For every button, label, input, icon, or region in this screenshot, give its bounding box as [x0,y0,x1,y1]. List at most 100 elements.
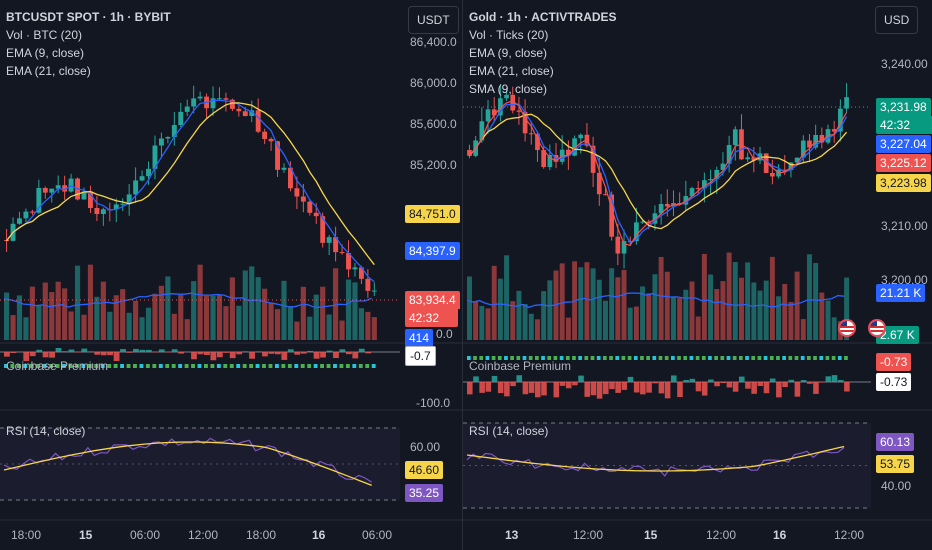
premium-dot [10,364,15,368]
premium-dot [714,356,718,360]
premium-dot [139,364,144,368]
premium-dot [769,356,774,360]
btc-time-label: 06:00 [130,528,161,542]
premium-bar [497,382,504,394]
premium-dot [229,364,234,368]
premium-bar [365,352,372,354]
gold-volume-legend[interactable]: Vol · Ticks (20) [469,28,549,42]
premium-dot [689,356,694,360]
volume-bar [42,282,48,340]
premium-bar [541,382,547,396]
gold-price-axis-label: 3,240.00 [881,57,928,71]
premium-bar [535,382,541,398]
btc-symbol-title[interactable]: BTCUSDT SPOT · 1h · BYBIT [6,10,171,24]
premium-bar [528,382,535,393]
volume-bar [671,297,676,340]
volume-bar [615,277,621,340]
candle-body [320,216,326,243]
candle-body [819,134,825,143]
volume-bar [229,277,235,340]
volume-bar [751,282,757,340]
premium-dot [479,356,484,360]
premium-dot [621,356,626,360]
premium-dot [313,364,318,368]
candle-body [23,211,29,219]
candle-body [94,207,100,215]
gold-rsi-title[interactable]: RSI (14, close) [469,424,549,438]
volume-bar [732,262,738,340]
candle-body [572,138,577,156]
volume-bar [100,281,106,340]
premium-bar [255,351,262,352]
candle-body [236,108,242,112]
volume-bar [287,305,294,340]
btc-coinbase-premium-title[interactable]: Coinbase Premium [6,359,109,373]
premium-dot [236,364,241,368]
premium-dot [274,364,279,368]
candle-body [339,252,345,254]
premium-bar [113,352,120,362]
btc-ema9-legend[interactable]: EMA (9, close) [6,46,85,60]
candle-body [171,125,177,137]
btc-ema21-legend[interactable]: EMA (21, close) [6,64,91,78]
btc-chart-canvas[interactable] [0,0,462,550]
pane-divider[interactable] [462,0,463,550]
gold-coinbase-premium-title[interactable]: Coinbase Premium [469,359,572,373]
btc-volume-legend[interactable]: Vol · BTC (20) [6,28,83,42]
volume-bar [210,295,216,340]
premium-bar [745,382,751,389]
candle-body [36,187,42,213]
btc-rsi-title[interactable]: RSI (14, close) [6,424,86,438]
volume-bar [120,289,126,340]
volume-bar [609,268,615,340]
volume-bar [320,286,326,340]
candle-body [365,278,371,291]
candle-body [621,241,627,254]
premium-bar [646,382,652,393]
premium-dot [191,364,195,368]
premium-dot [62,364,66,368]
premium-bar [603,382,609,395]
candle-body [146,168,151,177]
gold-ema9-legend[interactable]: EMA (9, close) [469,46,548,60]
candle-body [288,167,293,189]
volume-bar [745,262,751,340]
gold-symbol-title[interactable]: Gold · 1h · ACTIVTRADES [469,10,617,24]
premium-dot [596,356,601,360]
candle-body [49,188,55,193]
gold-sma9-legend[interactable]: SMA (9, close) [469,82,548,96]
btc-time-label: 18:00 [246,528,277,542]
gold-ema21-legend[interactable]: EMA (21, close) [469,64,554,78]
candle-body [358,267,364,279]
premium-bar [559,382,566,386]
premium-bar [794,382,801,397]
rsi-ma-line [3,441,372,487]
btc-rsi-ma-tag: 46.60 [405,461,444,479]
volume-bar [249,266,255,340]
premium-dot [807,356,811,360]
gold-chart-canvas[interactable] [463,0,932,550]
premium-dot [640,356,644,360]
us-flag-event-icon[interactable] [838,319,856,337]
btc-chart-pane[interactable]: BTCUSDT SPOT · 1h · BYBIT Vol · BTC (20)… [0,0,462,550]
premium-bar [658,382,665,394]
gold-currency-button[interactable]: USD [875,6,919,34]
btc-price-axis-label: 86,400.0 [410,35,457,49]
premium-bar [171,349,178,352]
candle-body [479,121,485,141]
us-flag-event-icon[interactable] [868,319,886,337]
premium-bar [178,352,184,354]
candle-body [55,185,61,189]
gold-chart-pane[interactable]: Gold · 1h · ACTIVTRADES Vol · Ticks (20)… [463,0,932,550]
btc-currency-button[interactable]: USDT [408,6,459,34]
premium-dot [763,356,768,360]
premium-dot [49,364,54,368]
premium-dot [294,364,299,368]
volume-bar [541,291,547,340]
premium-dot [113,364,118,368]
premium-bar [714,382,720,387]
volume-bar [831,317,837,340]
gold-time-label: 12:00 [573,528,604,542]
volume-bar [473,301,479,340]
premium-bar [473,376,479,382]
